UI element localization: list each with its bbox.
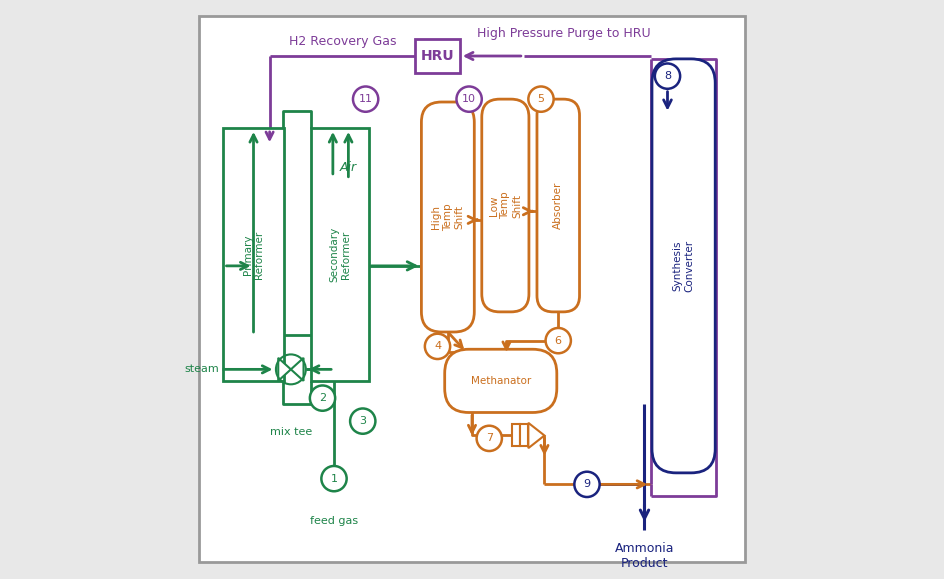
Text: Low
Temp
Shift: Low Temp Shift (489, 192, 522, 219)
Circle shape (353, 86, 379, 112)
Circle shape (546, 328, 571, 353)
Text: 7: 7 (485, 433, 493, 444)
Text: 10: 10 (463, 94, 476, 104)
FancyBboxPatch shape (445, 349, 557, 412)
Text: 2: 2 (319, 393, 326, 403)
Circle shape (310, 386, 335, 411)
Circle shape (321, 466, 346, 491)
Text: Methanator: Methanator (471, 376, 531, 386)
Text: 11: 11 (359, 94, 373, 104)
Bar (513, 424, 520, 446)
Text: Air: Air (340, 161, 357, 174)
Text: 9: 9 (583, 479, 591, 489)
FancyBboxPatch shape (481, 99, 529, 312)
FancyBboxPatch shape (652, 59, 716, 473)
Circle shape (574, 472, 599, 497)
Circle shape (457, 86, 481, 112)
Circle shape (655, 64, 680, 89)
FancyBboxPatch shape (199, 16, 745, 562)
Text: 5: 5 (537, 94, 545, 104)
Text: HRU: HRU (421, 49, 454, 63)
Text: 6: 6 (555, 336, 562, 346)
Text: H2 Recovery Gas: H2 Recovery Gas (289, 35, 396, 48)
Bar (311, 128, 368, 381)
Bar (224, 128, 284, 381)
Circle shape (529, 86, 553, 112)
Text: Secondary
Reformer: Secondary Reformer (329, 227, 350, 282)
Polygon shape (291, 358, 304, 381)
Text: mix tee: mix tee (270, 427, 312, 437)
Text: Ammonia
Product: Ammonia Product (615, 542, 674, 570)
FancyBboxPatch shape (537, 99, 580, 312)
Text: High
Temp
Shift: High Temp Shift (431, 203, 464, 231)
Text: steam: steam (184, 364, 219, 375)
Text: Absorber: Absorber (553, 182, 564, 229)
Text: 4: 4 (434, 342, 441, 351)
Bar (415, 39, 460, 74)
Circle shape (425, 334, 450, 359)
Polygon shape (278, 358, 291, 381)
Circle shape (477, 426, 502, 451)
FancyBboxPatch shape (421, 102, 474, 332)
Text: 3: 3 (360, 416, 366, 426)
Circle shape (350, 408, 376, 434)
Text: 8: 8 (664, 71, 671, 81)
Text: Primary
Reformer: Primary Reformer (243, 230, 264, 278)
Text: feed gas: feed gas (310, 516, 358, 526)
Bar (520, 424, 529, 446)
Text: High Pressure Purge to HRU: High Pressure Purge to HRU (477, 27, 650, 39)
Polygon shape (529, 423, 545, 448)
Text: Synthesis
Converter: Synthesis Converter (673, 240, 695, 292)
Text: 1: 1 (330, 474, 338, 483)
